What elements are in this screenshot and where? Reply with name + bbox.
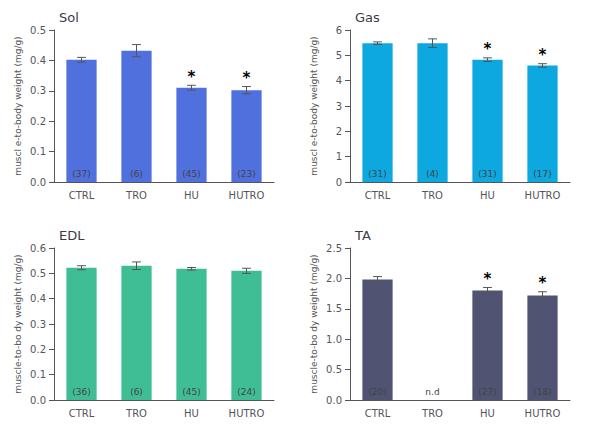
svg-text:0.2: 0.2 bbox=[30, 344, 46, 355]
svg-text:2.5: 2.5 bbox=[326, 243, 342, 254]
svg-text:0.5: 0.5 bbox=[30, 268, 46, 279]
svg-text:TRO: TRO bbox=[421, 190, 443, 201]
svg-text:(23): (23) bbox=[237, 169, 255, 179]
svg-text:HU: HU bbox=[480, 408, 495, 419]
svg-text:HU: HU bbox=[480, 190, 495, 201]
svg-text:(31): (31) bbox=[368, 169, 386, 179]
svg-text:(17): (17) bbox=[533, 169, 551, 179]
svg-text:0.4: 0.4 bbox=[30, 293, 46, 304]
svg-text:EDL: EDL bbox=[59, 228, 85, 243]
svg-text:HU: HU bbox=[184, 190, 199, 201]
svg-text:3: 3 bbox=[336, 101, 342, 112]
svg-text:(24): (24) bbox=[237, 387, 255, 397]
svg-text:CTRL: CTRL bbox=[365, 190, 391, 201]
svg-text:6: 6 bbox=[336, 25, 342, 36]
svg-text:HUTRO: HUTRO bbox=[525, 408, 561, 419]
svg-text:Gas: Gas bbox=[355, 10, 380, 25]
svg-text:HU: HU bbox=[184, 408, 199, 419]
svg-text:(27): (27) bbox=[478, 387, 496, 397]
svg-text:CTRL: CTRL bbox=[69, 190, 95, 201]
svg-text:*: * bbox=[484, 270, 492, 288]
svg-text:(31): (31) bbox=[478, 169, 496, 179]
svg-text:0.0: 0.0 bbox=[326, 395, 342, 406]
svg-text:0.2: 0.2 bbox=[30, 116, 46, 127]
svg-text:(37): (37) bbox=[72, 169, 90, 179]
svg-text:0.1: 0.1 bbox=[30, 146, 46, 157]
svg-text:5: 5 bbox=[336, 50, 342, 61]
svg-text:0.3: 0.3 bbox=[30, 85, 46, 96]
svg-text:2: 2 bbox=[336, 126, 342, 137]
svg-text:0: 0 bbox=[336, 177, 342, 188]
svg-text:*: * bbox=[539, 274, 547, 292]
svg-text:TRO: TRO bbox=[125, 408, 147, 419]
svg-text:(45): (45) bbox=[182, 387, 200, 397]
svg-text:(36): (36) bbox=[72, 387, 90, 397]
svg-text:Sol: Sol bbox=[59, 10, 79, 25]
svg-text:0.5: 0.5 bbox=[326, 364, 342, 375]
svg-text:1.0: 1.0 bbox=[326, 334, 342, 345]
svg-text:0.6: 0.6 bbox=[30, 243, 46, 254]
svg-text:(20): (20) bbox=[368, 387, 386, 397]
svg-text:(4): (4) bbox=[426, 169, 439, 179]
svg-text:*: * bbox=[188, 68, 196, 86]
svg-text:1: 1 bbox=[336, 151, 342, 162]
svg-text:4: 4 bbox=[336, 75, 342, 86]
svg-text:0.4: 0.4 bbox=[30, 55, 46, 66]
svg-text:muscle-to-bo dy weight (mg/g): muscle-to-bo dy weight (mg/g) bbox=[309, 254, 319, 393]
svg-text:CTRL: CTRL bbox=[69, 408, 95, 419]
svg-text:(45): (45) bbox=[182, 169, 200, 179]
svg-text:HUTRO: HUTRO bbox=[525, 190, 561, 201]
svg-text:*: * bbox=[484, 40, 492, 58]
svg-text:TA: TA bbox=[354, 228, 371, 243]
svg-text:TRO: TRO bbox=[125, 190, 147, 201]
svg-text:*: * bbox=[243, 69, 251, 87]
svg-text:HUTRO: HUTRO bbox=[229, 408, 265, 419]
svg-text:0.5: 0.5 bbox=[30, 25, 46, 36]
svg-text:0.1: 0.1 bbox=[30, 369, 46, 380]
svg-text:0.0: 0.0 bbox=[30, 177, 46, 188]
svg-text:TRO: TRO bbox=[421, 408, 443, 419]
svg-text:(6): (6) bbox=[130, 169, 143, 179]
svg-text:muscl e-to-body weight (mg/g): muscl e-to-body weight (mg/g) bbox=[309, 36, 319, 175]
svg-text:2.0: 2.0 bbox=[326, 273, 342, 284]
svg-text:(18): (18) bbox=[533, 387, 551, 397]
svg-text:muscl e-to-body weight (mg/g): muscl e-to-body weight (mg/g) bbox=[13, 36, 23, 175]
svg-text:n.d: n.d bbox=[425, 387, 439, 397]
svg-text:muscle-to-bo dy weight (mg/g): muscle-to-bo dy weight (mg/g) bbox=[13, 254, 23, 393]
svg-text:(6): (6) bbox=[130, 387, 143, 397]
svg-text:0.0: 0.0 bbox=[30, 395, 46, 406]
svg-text:*: * bbox=[539, 46, 547, 64]
svg-text:0.3: 0.3 bbox=[30, 319, 46, 330]
svg-text:HUTRO: HUTRO bbox=[229, 190, 265, 201]
svg-text:CTRL: CTRL bbox=[365, 408, 391, 419]
svg-text:1.5: 1.5 bbox=[326, 303, 342, 314]
